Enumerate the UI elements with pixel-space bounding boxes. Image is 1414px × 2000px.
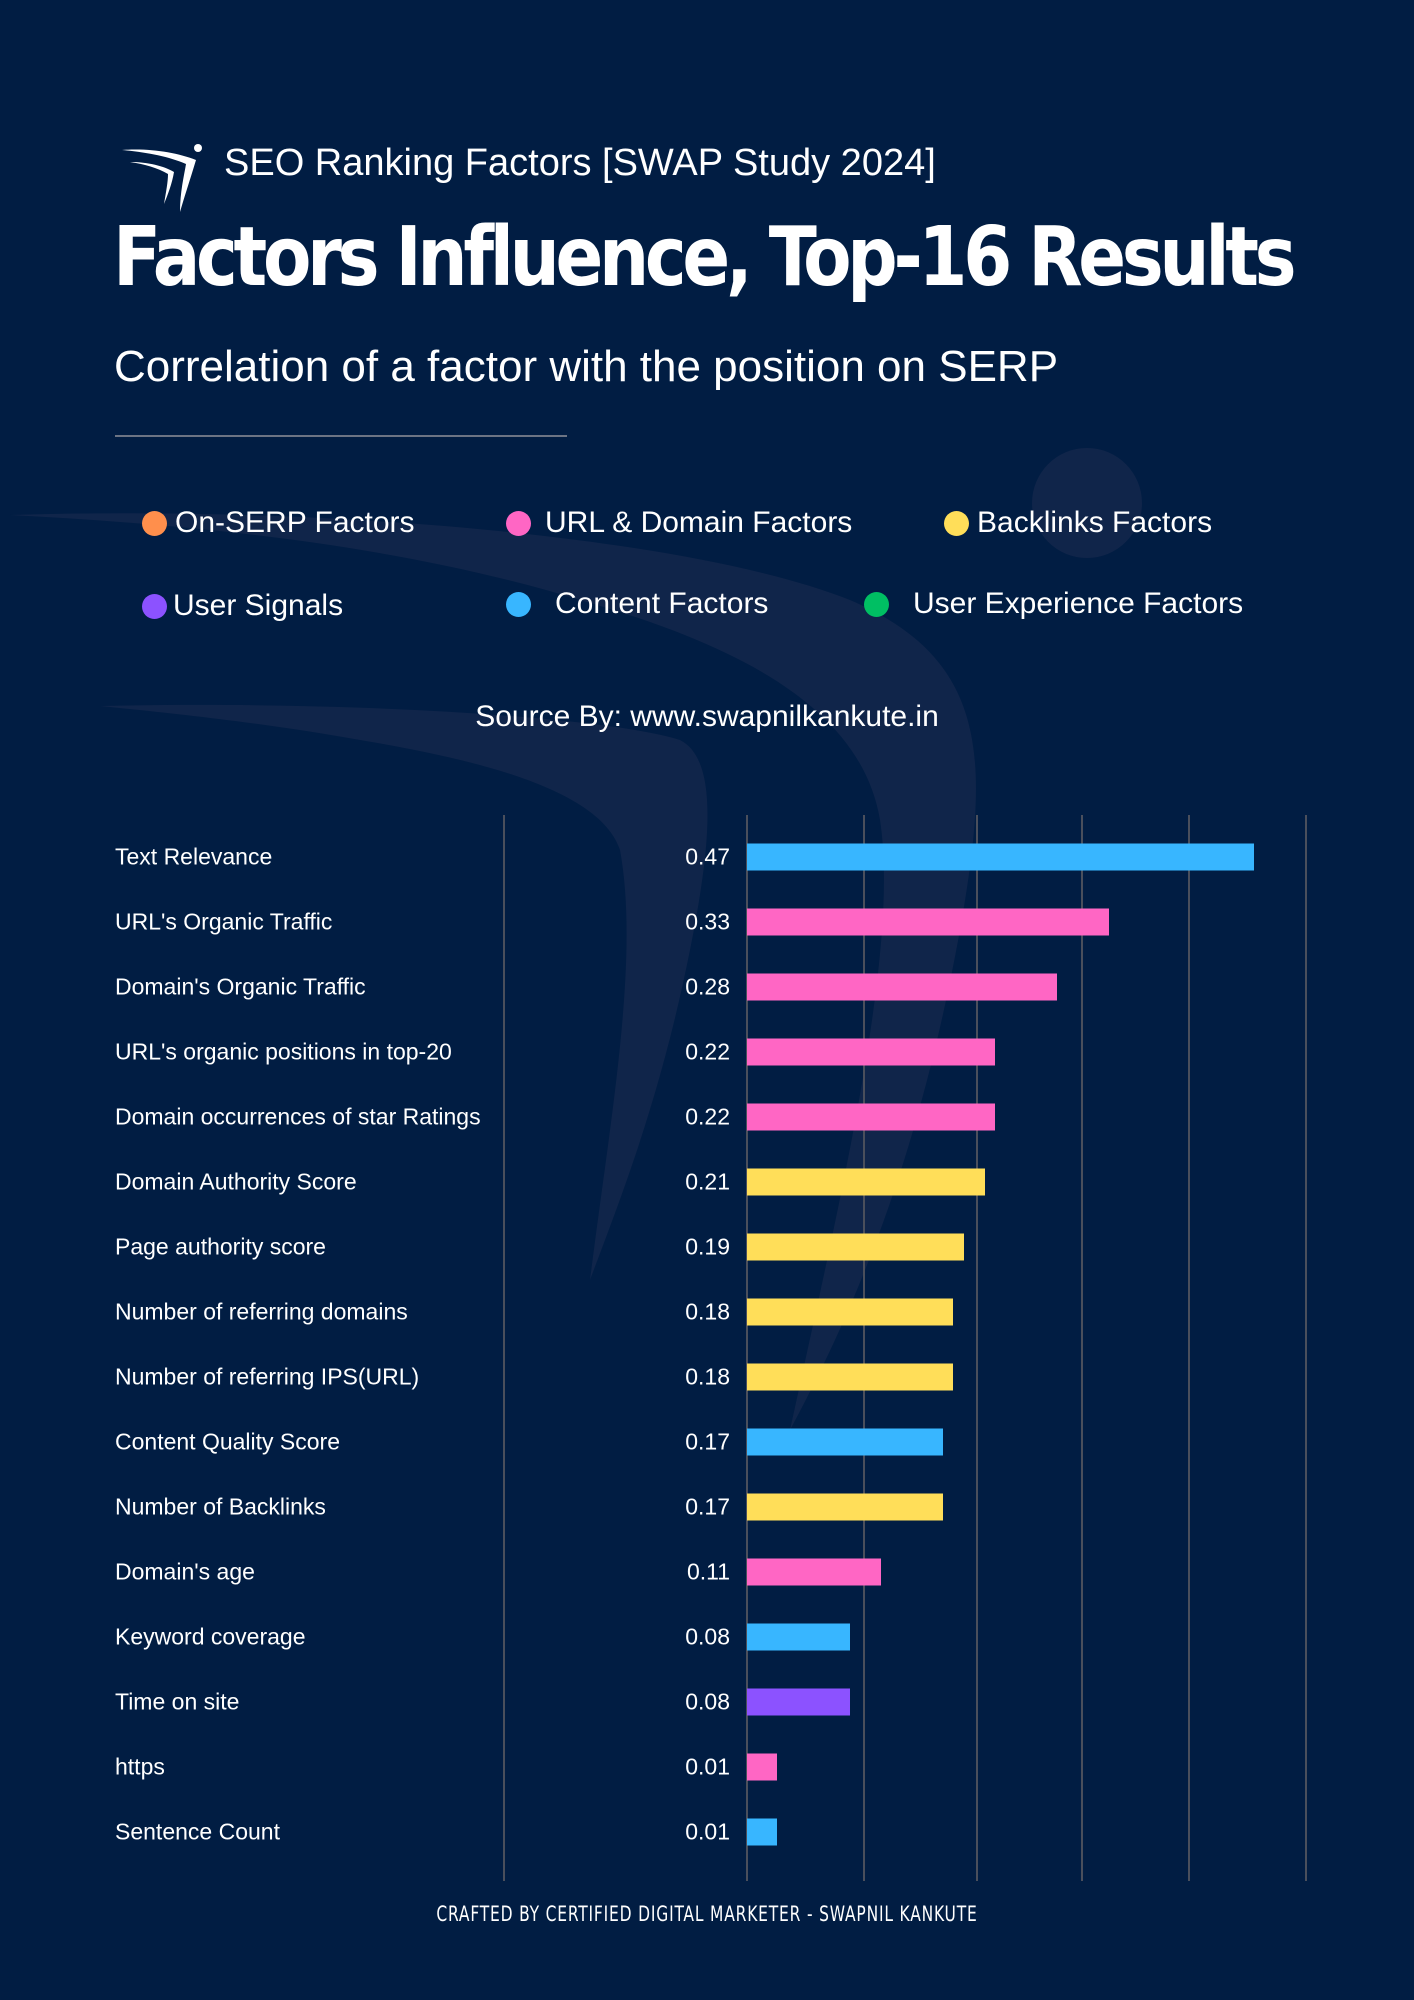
page-subtitle: Correlation of a factor with the positio… <box>114 342 1059 391</box>
bar <box>747 1103 995 1131</box>
legend-label: Backlinks Factors <box>977 506 1213 539</box>
bar-category-label: Number of referring IPS(URL) <box>115 1363 420 1390</box>
bar-category-label: Time on site <box>115 1688 240 1715</box>
bar <box>747 1363 954 1391</box>
gridline <box>863 815 865 1881</box>
bar <box>747 1623 850 1651</box>
legend-dot-icon <box>506 591 531 617</box>
bar-value-label: 0.17 <box>685 1493 730 1520</box>
bar-category-label: Sentence Count <box>115 1818 280 1845</box>
legend-label: URL & Domain Factors <box>545 506 853 539</box>
legend-item-on-serp: On-SERP Factors <box>142 506 415 540</box>
bar-category-label: Page authority score <box>115 1233 326 1260</box>
bar-value-label: 0.11 <box>686 1558 730 1585</box>
bar-value-label: 0.08 <box>685 1623 730 1650</box>
bar-value-label: 0.18 <box>685 1298 730 1325</box>
bar-category-label: Domain's Organic Traffic <box>115 973 366 1000</box>
legend-item-user-signals: User Signals <box>142 589 343 623</box>
bar-value-label: 0.01 <box>685 1753 730 1780</box>
legend-label: Content Factors <box>555 587 769 620</box>
bar-value-label: 0.22 <box>685 1038 730 1065</box>
legend-label: User Signals <box>173 589 344 622</box>
bar-value-label: 0.18 <box>685 1363 730 1390</box>
legend-label: User Experience Factors <box>913 587 1244 620</box>
gridline <box>1188 815 1190 1881</box>
legend-dot-icon <box>142 593 167 619</box>
footer-credit: CRAFTED BY CERTIFIED DIGITAL MARKETER - … <box>436 1902 978 1926</box>
bar <box>747 1558 881 1586</box>
bar-category-label: Content Quality Score <box>115 1428 341 1455</box>
gridline <box>1305 815 1307 1881</box>
legend-label: On-SERP Factors <box>175 506 415 539</box>
bar <box>747 843 1254 871</box>
bar-category-label: https <box>115 1753 165 1780</box>
bar <box>747 1168 985 1196</box>
page-title: Factors Influence, Top-16 Results <box>113 210 1297 305</box>
legend-dot-icon <box>864 591 889 617</box>
bar-category-label: Domain Authority Score <box>115 1168 357 1195</box>
bar-value-label: 0.33 <box>685 908 730 935</box>
bar <box>747 1298 954 1326</box>
legend-item-url-domain: URL & Domain Factors <box>506 506 852 540</box>
bar-value-label: 0.21 <box>685 1168 730 1195</box>
legend-dot-icon <box>506 510 531 536</box>
divider <box>115 435 567 437</box>
bar <box>747 1753 778 1781</box>
bar-category-label: URL's Organic Traffic <box>115 908 333 935</box>
bar <box>747 908 1109 936</box>
legend-dot-icon <box>142 510 167 536</box>
bar <box>747 1818 778 1846</box>
source-link[interactable]: Source By: www.swapnilkankute.in <box>475 700 939 733</box>
bar <box>747 1233 964 1261</box>
gridline <box>976 815 978 1881</box>
legend-item-backlinks: Backlinks Factors <box>944 506 1212 540</box>
bar <box>747 1038 995 1066</box>
bar-category-label: Domain occurrences of star Ratings <box>115 1103 481 1130</box>
study-title: SEO Ranking Factors [SWAP Study 2024] <box>224 142 936 184</box>
bar <box>747 1428 944 1456</box>
bar <box>747 973 1058 1001</box>
bar <box>747 1688 850 1716</box>
bar-value-label: 0.22 <box>685 1103 730 1130</box>
bar-category-label: Keyword coverage <box>115 1623 306 1650</box>
legend-item-user-experience: User Experience Factors <box>864 587 1243 621</box>
bar-value-label: 0.01 <box>685 1818 730 1845</box>
bar-value-label: 0.17 <box>685 1428 730 1455</box>
axis-baseline <box>746 815 748 1881</box>
gridline <box>1081 815 1083 1881</box>
bar-value-label: 0.08 <box>685 1688 730 1715</box>
brand-logo-icon <box>122 144 202 212</box>
bar-category-label: URL's organic positions in top-20 <box>115 1038 452 1065</box>
bar-category-label: Number of referring domains <box>115 1298 408 1325</box>
legend-item-content: Content Factors <box>506 587 768 621</box>
bar-value-label: 0.19 <box>685 1233 730 1260</box>
bar <box>747 1493 944 1521</box>
legend-dot-icon <box>944 510 969 536</box>
bar-value-label: 0.47 <box>685 843 730 870</box>
bar-category-label: Number of Backlinks <box>115 1493 326 1520</box>
bar-category-label: Domain's age <box>115 1558 255 1585</box>
label-separator-line <box>503 815 505 1881</box>
bar-category-label: Text Relevance <box>115 843 273 870</box>
bar-value-label: 0.28 <box>685 973 730 1000</box>
